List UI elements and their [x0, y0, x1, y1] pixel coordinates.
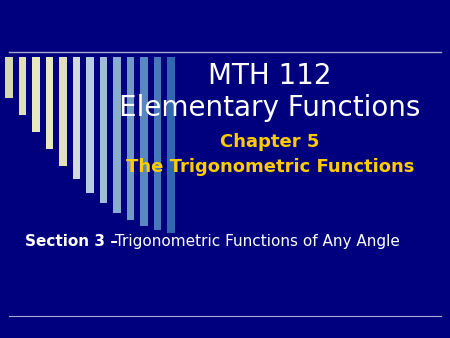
Text: Elementary Functions: Elementary Functions [119, 94, 421, 122]
Bar [73, 57, 80, 179]
Bar [5, 57, 13, 98]
Text: Section 3 –: Section 3 – [25, 234, 118, 249]
Bar [113, 57, 121, 213]
Bar [86, 57, 94, 193]
Bar [167, 57, 175, 233]
Text: Chapter 5: Chapter 5 [220, 133, 320, 151]
Text: MTH 112: MTH 112 [208, 62, 332, 90]
Bar [46, 57, 53, 149]
Text: Trigonometric Functions of Any Angle: Trigonometric Functions of Any Angle [110, 234, 400, 249]
Bar [19, 57, 26, 115]
Bar [32, 57, 40, 132]
Bar [127, 57, 134, 220]
Bar [154, 57, 161, 230]
Bar [59, 57, 67, 166]
Bar [140, 57, 148, 226]
Bar [100, 57, 107, 203]
Text: The Trigonometric Functions: The Trigonometric Functions [126, 158, 414, 176]
